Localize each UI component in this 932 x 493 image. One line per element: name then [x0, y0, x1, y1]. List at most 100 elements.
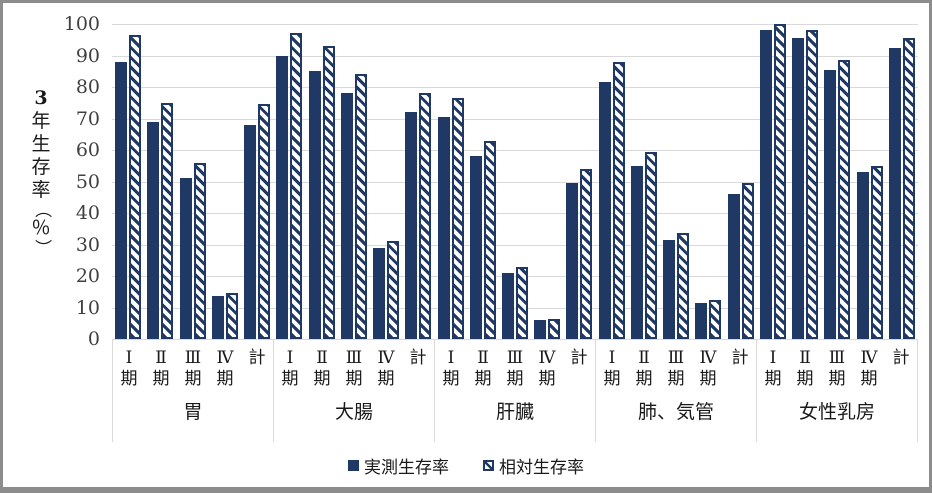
- stage-label: Ⅰ 期: [281, 348, 299, 389]
- bar-observed: [244, 124, 257, 339]
- bar-group: [112, 24, 273, 339]
- bar-groups: [112, 24, 918, 339]
- bar-observed: [856, 172, 869, 339]
- bar-observed: [534, 320, 547, 339]
- stage-label: Ⅳ 期: [699, 348, 717, 389]
- bar-relative: [258, 104, 271, 339]
- stage-bar-pair: [273, 24, 305, 339]
- stage-label: Ⅱ 期: [796, 348, 814, 389]
- stage-bar-pair: [112, 24, 144, 339]
- stage-bar-pair: [434, 24, 466, 339]
- stage-label: Ⅱ 期: [152, 348, 170, 389]
- gridline: [112, 181, 918, 183]
- bar-relative: [548, 318, 561, 339]
- stage-bar-pair: [854, 24, 886, 339]
- y-tick-label: 20: [75, 265, 100, 287]
- bar-relative: [483, 140, 496, 339]
- x-group-cell: Ⅰ 期 Ⅱ 期 Ⅲ 期 Ⅳ 期計 女性乳房: [756, 339, 918, 442]
- stage-bar-pair: [241, 24, 273, 339]
- bar-relative: [129, 35, 142, 339]
- gridline: [112, 24, 918, 25]
- bar-observed: [727, 194, 740, 339]
- bar-relative: [419, 93, 432, 339]
- bar-group: [273, 24, 434, 339]
- gridline: [112, 118, 918, 120]
- stage-bar-pair: [305, 24, 337, 339]
- gridline: [112, 307, 918, 309]
- x-axis-line: [112, 339, 918, 340]
- y-title-char: ％: [31, 217, 51, 239]
- x-group-cell: Ⅰ 期 Ⅱ 期 Ⅲ 期 Ⅳ 期計 大腸: [273, 339, 434, 442]
- x-group-cell: Ⅰ 期 Ⅱ 期 Ⅲ 期 Ⅳ 期計 肝臓: [434, 339, 595, 442]
- bar-observed: [598, 82, 611, 339]
- stage-label: Ⅳ 期: [216, 348, 234, 389]
- legend: 実測生存率 相対生存率: [3, 453, 929, 478]
- stage-label: Ⅰ 期: [603, 348, 621, 389]
- stage-labels-row: Ⅰ 期 Ⅱ 期 Ⅲ 期 Ⅳ 期計: [596, 348, 756, 390]
- bar-group: [757, 24, 918, 339]
- stage-label: Ⅲ 期: [345, 348, 363, 389]
- gridline: [112, 244, 918, 246]
- bar-observed: [566, 183, 579, 339]
- legend-item-observed: 実測生存率: [348, 453, 449, 478]
- stage-labels-row: Ⅰ 期 Ⅱ 期 Ⅲ 期 Ⅳ 期計: [435, 348, 595, 390]
- bar-relative: [741, 183, 754, 339]
- stage-labels-row: Ⅰ 期 Ⅱ 期 Ⅲ 期 Ⅳ 期計: [274, 348, 434, 390]
- bar-observed: [759, 30, 772, 339]
- bar-relative: [644, 151, 657, 339]
- y-title-char: 存: [31, 156, 51, 178]
- bar-relative: [161, 102, 174, 339]
- bar-relative: [902, 38, 915, 339]
- stage-label: Ⅲ 期: [828, 348, 846, 389]
- stage-bar-pair: [757, 24, 789, 339]
- stage-label: Ⅳ 期: [377, 348, 395, 389]
- bar-relative: [193, 162, 206, 339]
- stage-labels-row: Ⅰ 期 Ⅱ 期 Ⅲ 期 Ⅳ 期計: [757, 348, 917, 390]
- group-label: 胃: [183, 401, 203, 423]
- bar-observed: [276, 55, 289, 339]
- y-tick-label: 10: [75, 296, 100, 319]
- stage-bar-pair: [886, 24, 918, 339]
- legend-label-observed: 実測生存率: [364, 458, 449, 478]
- y-tick-label: 0: [87, 328, 100, 350]
- bar-observed: [792, 38, 805, 339]
- bar-observed: [501, 272, 514, 339]
- stage-label: Ⅰ 期: [442, 348, 460, 389]
- stage-label: 計: [731, 348, 749, 368]
- gridline: [112, 150, 918, 151]
- y-tick-label: 70: [75, 107, 100, 130]
- bar-relative: [838, 60, 851, 339]
- bar-relative: [322, 46, 335, 339]
- y-tick-label: 50: [75, 170, 100, 193]
- bar-observed: [405, 112, 418, 339]
- stage-label: Ⅲ 期: [184, 348, 202, 389]
- stage-bar-pair: [402, 24, 434, 339]
- stage-label: Ⅱ 期: [313, 348, 331, 389]
- stage-bar-pair: [692, 24, 724, 339]
- bar-relative: [677, 233, 690, 339]
- bar-relative: [387, 241, 400, 339]
- stage-label: Ⅲ 期: [506, 348, 524, 389]
- legend-marker-hatched-icon: [483, 460, 494, 471]
- legend-label-relative: 相対生存率: [499, 458, 584, 478]
- bar-relative: [709, 299, 722, 339]
- stage-label: Ⅰ 期: [764, 348, 782, 389]
- stage-label: Ⅰ 期: [120, 348, 138, 389]
- bar-observed: [179, 178, 192, 339]
- bar-relative: [612, 61, 625, 339]
- bar-group: [434, 24, 595, 339]
- stage-label: Ⅳ 期: [538, 348, 556, 389]
- y-tick-label: 40: [75, 202, 100, 224]
- stage-bar-pair: [144, 24, 176, 339]
- plot-area: [112, 24, 918, 340]
- stage-bar-pair: [370, 24, 402, 339]
- y-title-char: 生: [31, 133, 51, 155]
- stage-label: 計: [570, 348, 588, 368]
- y-tick-label: 60: [75, 139, 100, 161]
- bar-relative: [870, 165, 883, 339]
- stage-bar-pair: [467, 24, 499, 339]
- y-tick-label: 90: [75, 44, 100, 67]
- stage-label: Ⅱ 期: [635, 348, 653, 389]
